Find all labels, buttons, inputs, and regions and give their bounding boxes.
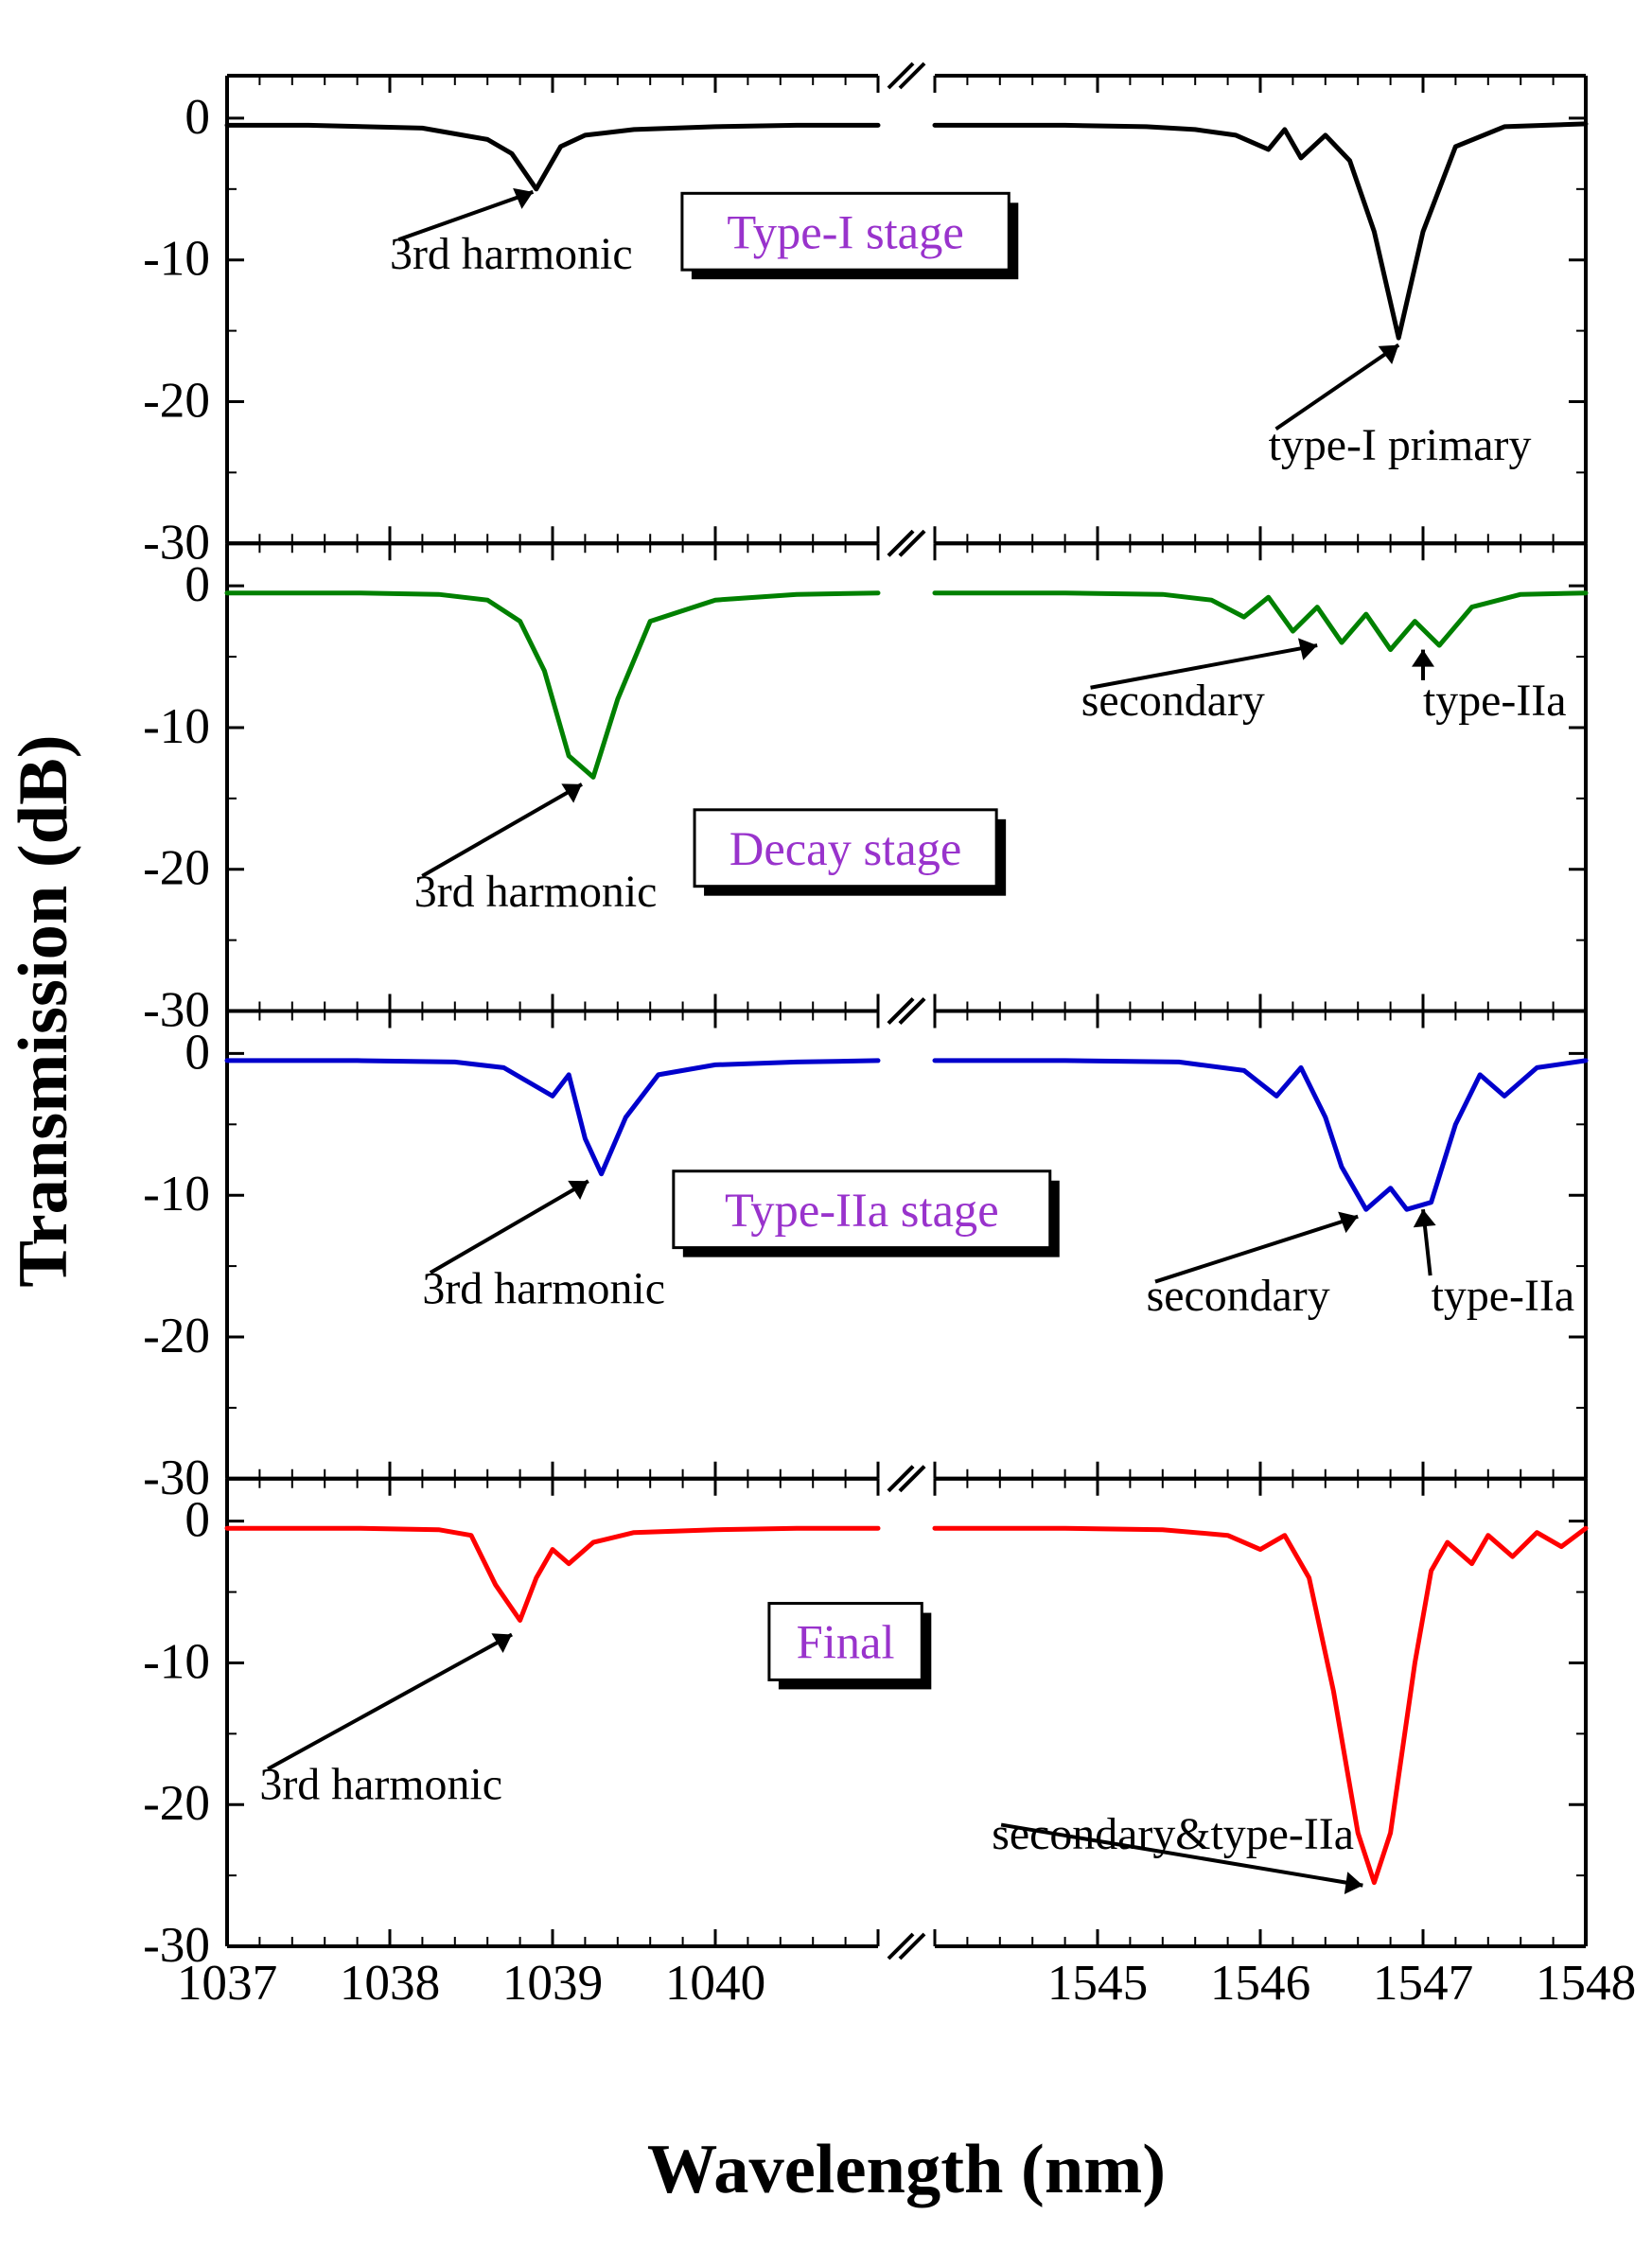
annotation-label: type-IIa [1423,676,1567,726]
transmission-spectra-figure: Transmission (dB) Wavelength (nm) 0 -10 -20 -… [0,0,1652,2268]
y-tick-label: -10 [143,698,210,754]
annotation-label: type-I primary [1269,420,1532,470]
x-tick-label: 1039 [502,1955,603,2011]
y-axis-title: Transmission (dB) [5,734,82,1287]
annotation-label: 3rd harmonic [390,229,633,279]
figure-svg: Transmission (dB) Wavelength (nm) 0 -10 -20 -… [0,0,1652,2268]
annotation-label: 3rd harmonic [259,1760,502,1810]
y-tick-label: -20 [143,840,210,896]
spectrum-line [935,593,1586,650]
stage-label: Type-I stage [727,205,963,258]
spectrum-line [227,1061,878,1174]
y-tick-label: 0 [185,1492,210,1548]
y-tick-label: -20 [143,1775,210,1831]
stage-label: Final [797,1616,895,1669]
x-tick-label: 1038 [340,1955,440,2011]
spectrum-line [935,124,1586,338]
x-tick-label: 1037 [177,1955,277,2011]
x-tick-label: 1040 [665,1955,765,2011]
annotation-label: secondary [1081,676,1265,726]
spectrum-line [227,125,878,188]
y-tick-label: -20 [143,372,210,428]
x-tick-label: 1546 [1210,1955,1310,2011]
x-tick-label: 1548 [1536,1955,1636,2011]
stage-label: Decay stage [729,822,962,875]
panel-final: 0-10-20-30103710381039104015451546154715… [143,1467,1636,2011]
annotation-label: 3rd harmonic [422,1263,665,1313]
spectrum-line [227,593,878,778]
annotation-label: 3rd harmonic [414,867,658,917]
stage-label: Type-IIa stage [725,1184,999,1237]
y-tick-label: -10 [143,1166,210,1222]
y-tick-label: -10 [143,231,210,287]
panel-type2a: 0-10-20-30Type-IIa stage3rd harmonicseco… [143,999,1586,1505]
panel-type1: 0-10-20-30Type-I stage3rd harmonictype-I… [143,63,1586,570]
y-tick-label: -20 [143,1308,210,1363]
x-tick-label: 1545 [1047,1955,1148,2011]
y-tick-label: 0 [185,89,210,145]
x-tick-label: 1547 [1373,1955,1473,2011]
y-tick-label: 0 [185,1024,210,1080]
y-tick-label: 0 [185,556,210,612]
annotation-label: type-IIa [1432,1271,1575,1321]
annotation-label: secondary [1147,1271,1330,1321]
y-tick-label: -10 [143,1633,210,1689]
x-axis-title: Wavelength (nm) [647,2131,1166,2208]
panel-decay: 0-10-20-30Decay stage3rd harmonicseconda… [143,531,1586,1037]
annotation-label: secondary&type-IIa [992,1809,1354,1859]
